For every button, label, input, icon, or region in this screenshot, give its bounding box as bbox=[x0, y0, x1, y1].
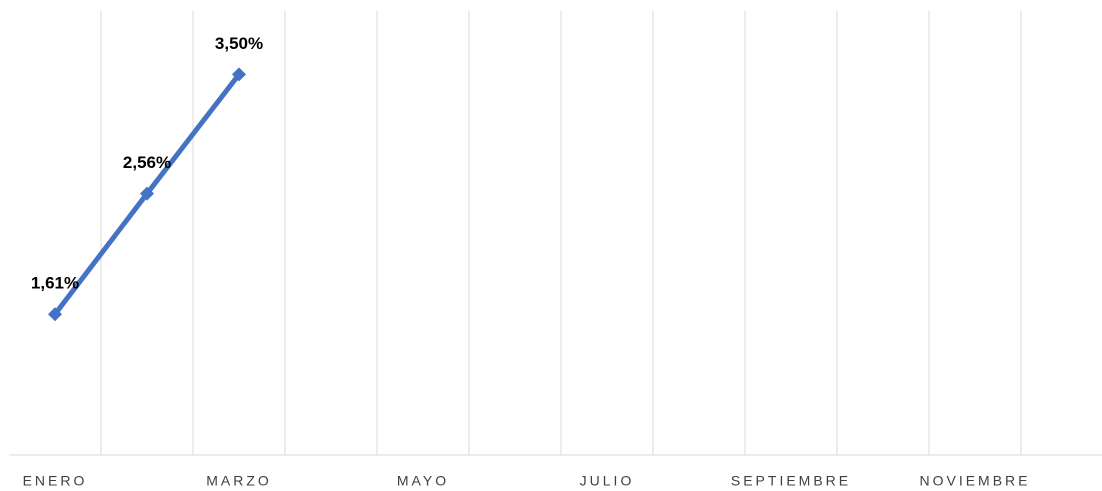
point-marker bbox=[232, 67, 246, 82]
x-tick-label: NOVIEMBRE bbox=[919, 473, 1030, 489]
point-marker bbox=[48, 307, 62, 322]
x-tick-label: JULIO bbox=[580, 473, 635, 489]
x-tick-label: ENERO bbox=[23, 473, 88, 489]
point-marker bbox=[140, 186, 154, 201]
data-label: 3,50% bbox=[215, 34, 263, 53]
x-tick-label: MARZO bbox=[206, 473, 272, 489]
data-label: 2,56% bbox=[123, 153, 171, 172]
data-label: 1,61% bbox=[31, 274, 79, 293]
x-tick-label: SEPTIEMBRE bbox=[731, 473, 851, 489]
x-tick-label: MAYO bbox=[397, 473, 449, 489]
